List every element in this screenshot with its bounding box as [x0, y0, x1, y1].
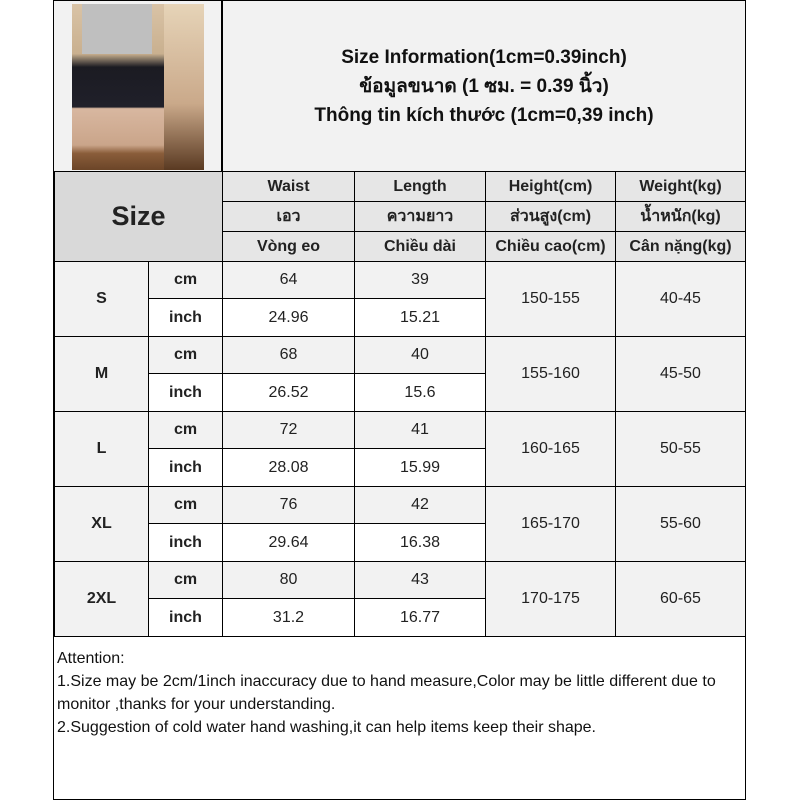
height-range: 155-160 — [485, 336, 616, 412]
column-header: ส่วนสูง(cm) — [485, 201, 616, 232]
unit-cm: cm — [148, 486, 223, 524]
unit-cm: cm — [148, 336, 223, 374]
length-inch: 15.6 — [354, 373, 486, 412]
weight-range: 60-65 — [615, 561, 746, 637]
height-range: 150-155 — [485, 261, 616, 337]
waist-inch: 28.08 — [222, 448, 355, 487]
waist-cm: 68 — [222, 336, 355, 374]
note-1: 1.Size may be 2cm/1inch inaccuracy due t… — [57, 673, 716, 713]
length-cm: 39 — [354, 261, 486, 299]
waist-cm: 76 — [222, 486, 355, 524]
header-row: Vòng eo Chiều dài Chiều cao(cm) Cân nặng(kg… — [55, 231, 746, 262]
header-area: Size Information(1cm=0.39inch) ข้อมูลขนา… — [54, 1, 745, 173]
column-header: ความยาว — [354, 201, 486, 232]
unit-inch: inch — [148, 373, 223, 412]
length-cm: 43 — [354, 561, 486, 599]
column-header: Chiều cao(cm) — [485, 231, 616, 262]
unit-cm: cm — [148, 561, 223, 599]
size-label: L — [54, 411, 149, 487]
unit-cm: cm — [148, 411, 223, 449]
table-row: inch 24.96 15.21 — [55, 298, 746, 337]
unit-inch: inch — [148, 598, 223, 637]
title-vietnamese: Thông tin kích thước (1cm=0,39 inch) — [314, 104, 654, 126]
title-english: Size Information(1cm=0.39inch) — [341, 46, 627, 68]
size-chart: Size Information(1cm=0.39inch) ข้อมูลขนา… — [53, 0, 746, 800]
unit-inch: inch — [148, 523, 223, 562]
length-inch: 16.77 — [354, 598, 486, 637]
waist-cm: 72 — [222, 411, 355, 449]
length-inch: 15.99 — [354, 448, 486, 487]
column-header: Height(cm) — [485, 171, 616, 202]
waist-inch: 26.52 — [222, 373, 355, 412]
column-header: Waist — [222, 171, 355, 202]
waist-cm: 64 — [222, 261, 355, 299]
column-header: Vòng eo — [222, 231, 355, 262]
size-header: Size — [54, 171, 223, 262]
column-header: Length — [354, 171, 486, 202]
size-info-title: Size Information(1cm=0.39inch) ข้อมูลขนา… — [223, 1, 745, 171]
title-thai: ข้อมูลขนาด (1 ซม. = 0.39 นิ้ว) — [359, 75, 609, 97]
weight-range: 55-60 — [615, 486, 746, 562]
weight-range: 45-50 — [615, 336, 746, 412]
height-range: 160-165 — [485, 411, 616, 487]
table-row: inch 28.08 15.99 — [55, 448, 746, 487]
table-row: S cm 64 39 150-155 40-45 — [54, 261, 746, 337]
header-row: Size Waist Length Height(cm) Weight(kg) — [54, 171, 746, 262]
unit-cm: cm — [148, 261, 223, 299]
table-row: 2XL cm 80 43 170-175 60-65 — [54, 561, 746, 637]
length-inch: 16.38 — [354, 523, 486, 562]
table-row: inch 29.64 16.38 — [55, 523, 746, 562]
size-label: M — [54, 336, 149, 412]
size-label: S — [54, 261, 149, 337]
height-range: 165-170 — [485, 486, 616, 562]
waist-inch: 31.2 — [222, 598, 355, 637]
unit-inch: inch — [148, 448, 223, 487]
weight-range: 40-45 — [615, 261, 746, 337]
size-label: 2XL — [54, 561, 149, 637]
table-row: XL cm 76 42 165-170 55-60 — [54, 486, 746, 562]
size-label: XL — [54, 486, 149, 562]
weight-range: 50-55 — [615, 411, 746, 487]
length-inch: 15.21 — [354, 298, 486, 337]
column-header: น้ำหนัก(kg) — [615, 201, 746, 232]
waist-inch: 29.64 — [222, 523, 355, 562]
waist-inch: 24.96 — [222, 298, 355, 337]
table-row: M cm 68 40 155-160 45-50 — [54, 336, 746, 412]
column-header: Cân nặng(kg) — [615, 231, 746, 262]
table-row: L cm 72 41 160-165 50-55 — [54, 411, 746, 487]
note-2: 2.Suggestion of cold water hand washing,… — [57, 719, 596, 736]
note-heading: Attention: — [57, 650, 125, 667]
size-table: Size Waist Length Height(cm) Weight(kg) เอว คว… — [54, 171, 746, 637]
attention-notes: Attention: 1.Size may be 2cm/1inch inacc… — [57, 647, 745, 739]
column-header: Weight(kg) — [615, 171, 746, 202]
table-row: inch 31.2 16.77 — [55, 598, 746, 637]
length-cm: 40 — [354, 336, 486, 374]
header-row: เอว ความยาว ส่วนสูง(cm) น้ำหนัก(kg) — [55, 201, 746, 232]
length-cm: 41 — [354, 411, 486, 449]
table-row: inch 26.52 15.6 — [55, 373, 746, 412]
column-header: Chiều dài — [354, 231, 486, 262]
unit-inch: inch — [148, 298, 223, 337]
length-cm: 42 — [354, 486, 486, 524]
product-photo — [72, 4, 204, 170]
waist-cm: 80 — [222, 561, 355, 599]
height-range: 170-175 — [485, 561, 616, 637]
column-header: เอว — [222, 201, 355, 232]
